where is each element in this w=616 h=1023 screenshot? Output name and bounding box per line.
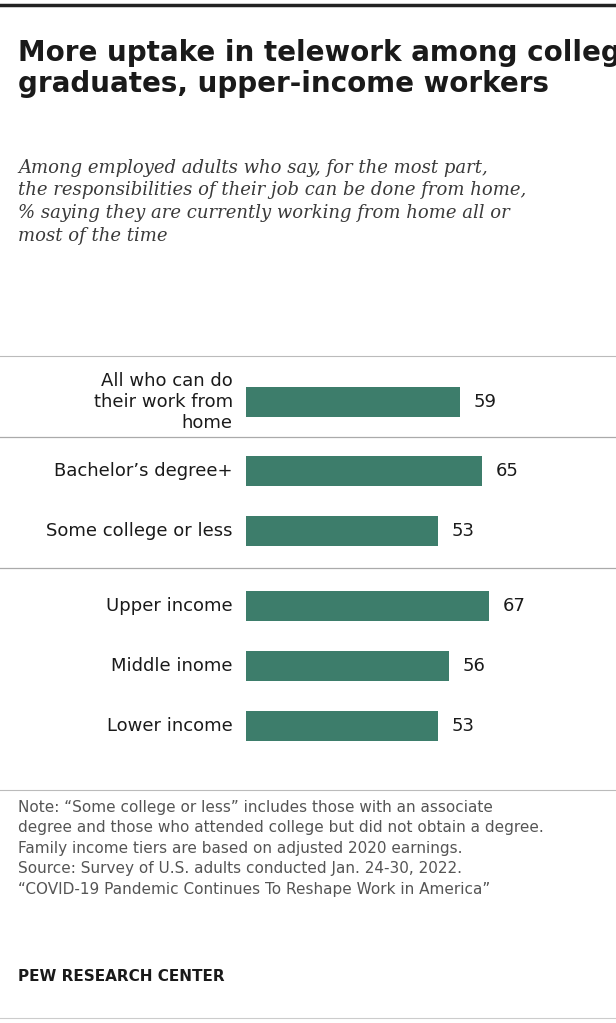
FancyBboxPatch shape — [246, 591, 489, 621]
Text: 65: 65 — [495, 462, 518, 480]
Text: 56: 56 — [463, 657, 486, 675]
Text: Lower income: Lower income — [107, 717, 233, 735]
Text: Note: “Some college or less” includes those with an associate
degree and those w: Note: “Some college or less” includes th… — [18, 800, 544, 896]
Text: Middle inome: Middle inome — [111, 657, 233, 675]
FancyBboxPatch shape — [246, 456, 482, 486]
Text: 53: 53 — [452, 522, 475, 540]
Text: Bachelor’s degree+: Bachelor’s degree+ — [54, 462, 233, 480]
FancyBboxPatch shape — [246, 651, 449, 680]
Text: 67: 67 — [503, 596, 525, 615]
FancyBboxPatch shape — [246, 387, 460, 417]
Text: Some college or less: Some college or less — [46, 522, 233, 540]
Text: PEW RESEARCH CENTER: PEW RESEARCH CENTER — [18, 969, 225, 984]
Text: More uptake in telework among college
graduates, upper-income workers: More uptake in telework among college gr… — [18, 39, 616, 98]
Text: 53: 53 — [452, 717, 475, 735]
Text: Upper income: Upper income — [106, 596, 233, 615]
Text: 59: 59 — [474, 393, 496, 411]
Text: Among employed adults who say, for the most part,
the responsibilities of their : Among employed adults who say, for the m… — [18, 159, 527, 246]
Text: All who can do
their work from
home: All who can do their work from home — [94, 372, 233, 432]
FancyBboxPatch shape — [246, 711, 439, 741]
FancyBboxPatch shape — [246, 516, 439, 546]
